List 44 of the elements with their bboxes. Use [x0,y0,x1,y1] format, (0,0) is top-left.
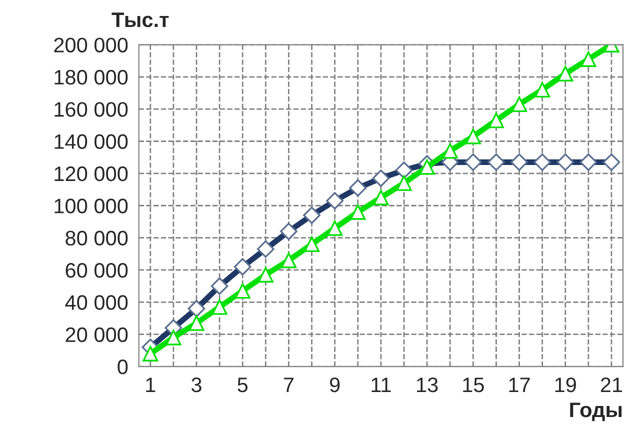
x-axis-title: Годы [570,402,622,422]
point [488,112,504,128]
point [188,315,204,331]
y-tick-label: 100 000 [54,198,128,214]
y-tick-label: 60 000 [66,262,128,278]
x-tick-label: 5 [238,378,248,392]
x-tick-label: 7 [284,378,294,392]
point [558,66,574,82]
point [373,190,389,206]
y-tick-label: 180 000 [54,70,128,85]
y-tick-label: 40 000 [65,295,128,310]
point [534,82,550,98]
x-tick-label: 11 [372,378,391,392]
x-tick-label: 21 [600,378,622,392]
x-tick-label: 3 [192,378,202,392]
point [234,283,250,299]
point [396,175,412,191]
y-axis-title: Тыс.т [112,12,169,28]
point [419,159,435,175]
x-tick-label: 15 [463,378,484,392]
point [580,51,596,67]
y-tick-label: 80 000 [66,230,128,246]
point [465,128,481,144]
point [304,236,320,252]
point [442,143,458,159]
x-tick-label: 17 [509,378,530,392]
point [212,299,228,315]
point [327,220,343,236]
point [166,330,182,346]
y-tick-label: 0 [118,360,128,374]
x-tick-label: 19 [555,378,576,392]
point [511,96,528,112]
point [280,252,296,268]
y-tick-label: 120 000 [54,166,128,182]
y-tick-label: 160 000 [54,102,128,117]
y-tick-label: 140 000 [54,134,128,150]
y-tick-label: 20 000 [66,327,128,342]
point [142,346,158,362]
point [350,204,366,220]
x-tick-label: 13 [417,378,438,392]
x-tick-label: 1 [146,378,156,392]
y-tick-label: 200 000 [54,38,128,52]
x-tick-label: 9 [330,378,340,392]
point [258,267,274,283]
